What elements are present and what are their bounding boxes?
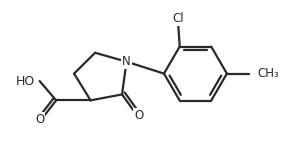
- Text: O: O: [134, 109, 143, 122]
- Text: Cl: Cl: [172, 12, 184, 25]
- Text: HO: HO: [16, 75, 35, 88]
- Text: N: N: [122, 55, 131, 68]
- Text: O: O: [35, 113, 44, 126]
- Text: CH₃: CH₃: [258, 67, 280, 80]
